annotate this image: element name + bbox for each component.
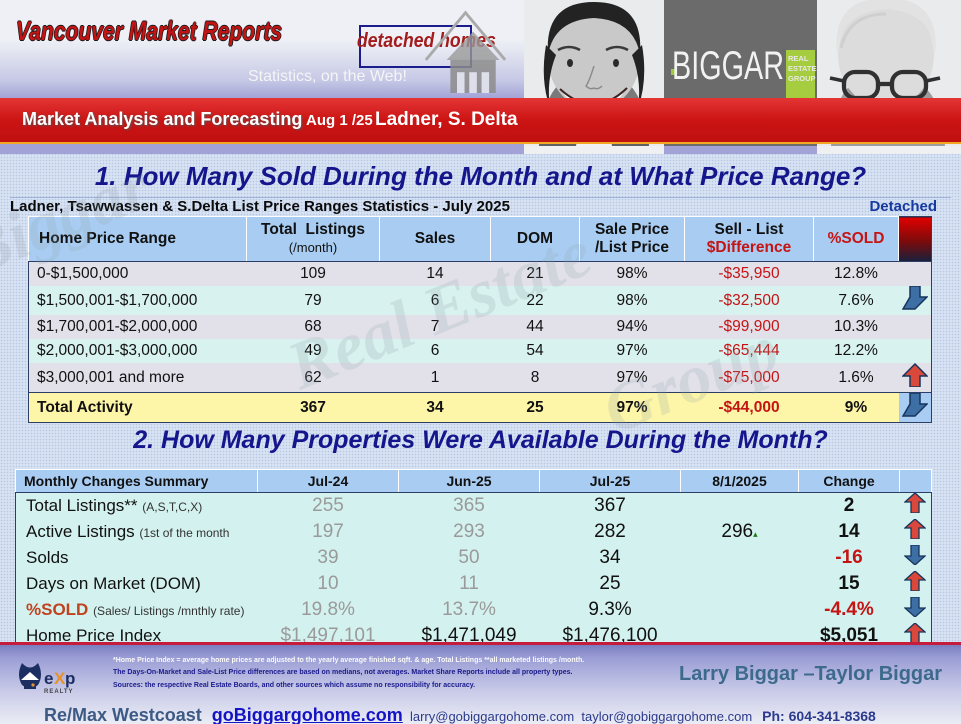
svg-text:e: e <box>44 669 53 688</box>
svg-text:REALTY: REALTY <box>44 689 74 695</box>
svg-text:p: p <box>65 669 75 688</box>
